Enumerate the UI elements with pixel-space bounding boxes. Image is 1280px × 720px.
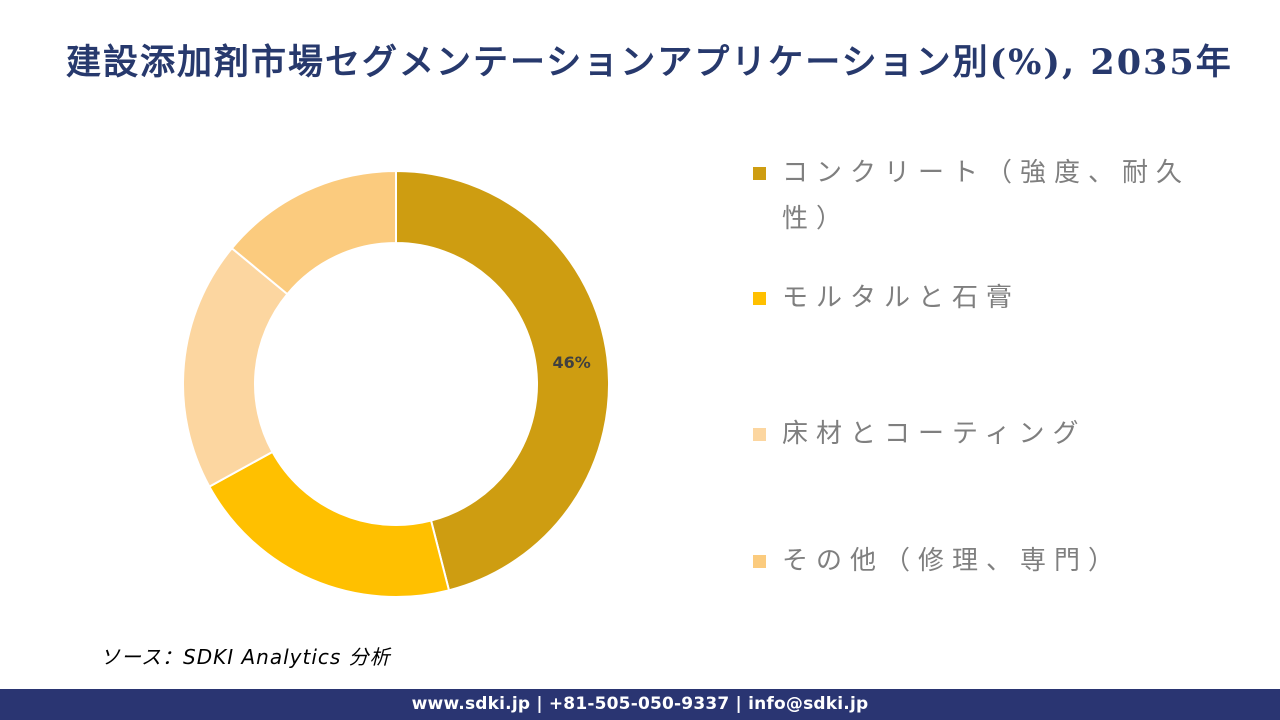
donut-chart-area: 46% xyxy=(166,154,626,614)
legend-label: コンクリート（強度、耐久性） xyxy=(782,158,1191,234)
donut-slice xyxy=(182,246,289,488)
source-note: ソース：SDKI Analytics 分析 xyxy=(100,645,391,669)
legend-label: 床材とコーティング xyxy=(782,419,1087,449)
legend-swatch-icon xyxy=(753,292,766,305)
legend-item: その他（修理、専門） xyxy=(753,538,1214,584)
legend-swatch-icon xyxy=(753,428,766,441)
legend-label: その他（修理、専門） xyxy=(782,546,1123,576)
legend-item: コンクリート（強度、耐久性） xyxy=(753,150,1214,242)
data-label: 46% xyxy=(552,353,590,372)
donut-slice xyxy=(230,169,397,296)
donut-slice xyxy=(207,450,451,598)
footer-bar: www.sdki.jp | +81-505-050-9337 | info@sd… xyxy=(0,689,1280,720)
legend-swatch-icon xyxy=(753,167,766,180)
page-title: 建設添加剤市場セグメンテーションアプリケーション別(%), 2035年 xyxy=(66,42,1233,83)
donut-slice xyxy=(395,169,610,592)
donut-chart: 46% xyxy=(182,169,610,598)
legend-swatch-icon xyxy=(753,555,766,568)
legend-item: モルタルと石膏 xyxy=(753,275,1214,321)
footer-contact: www.sdki.jp | +81-505-050-9337 | info@sd… xyxy=(411,694,869,714)
legend-item: 床材とコーティング xyxy=(753,411,1214,457)
legend-label: モルタルと石膏 xyxy=(782,283,1021,313)
legend: コンクリート（強度、耐久性） モルタルと石膏床材とコーティングその他（修理、専門） xyxy=(753,0,1223,640)
